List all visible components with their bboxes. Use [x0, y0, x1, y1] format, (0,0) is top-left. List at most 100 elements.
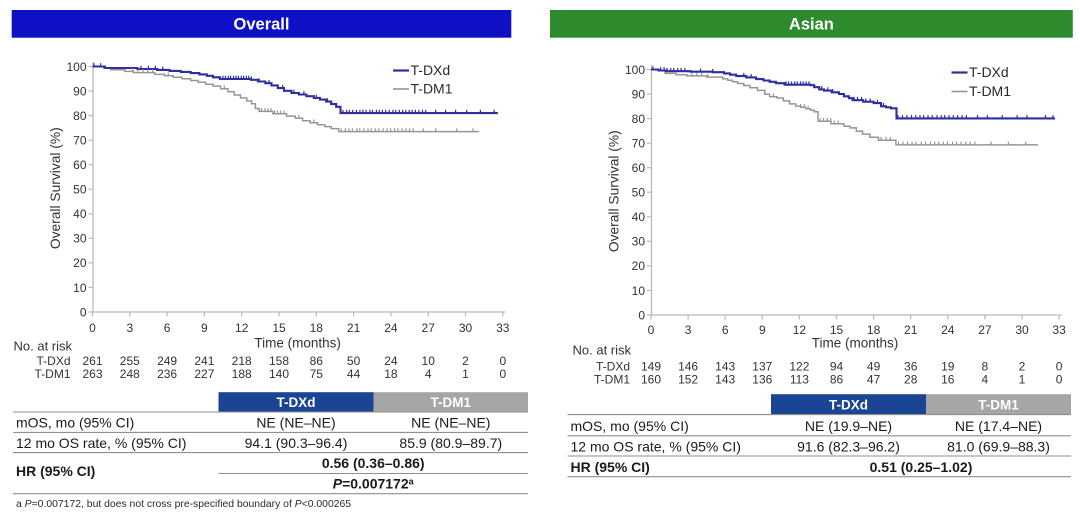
svg-text:0: 0 — [638, 308, 645, 322]
svg-text:0: 0 — [1056, 372, 1063, 386]
svg-text:0: 0 — [648, 323, 655, 337]
svg-text:188: 188 — [232, 367, 252, 381]
svg-text:NE (17.4–NE): NE (17.4–NE) — [955, 418, 1042, 434]
svg-text:4: 4 — [425, 367, 432, 381]
svg-text:255: 255 — [120, 354, 140, 368]
svg-text:27: 27 — [422, 321, 436, 335]
svg-text:47: 47 — [867, 372, 881, 386]
svg-text:91.6 (82.3–96.2): 91.6 (82.3–96.2) — [797, 439, 900, 455]
svg-text:94: 94 — [830, 359, 844, 373]
svg-text:24: 24 — [384, 354, 398, 368]
svg-text:12: 12 — [235, 321, 249, 335]
svg-text:100: 100 — [66, 60, 86, 74]
svg-text:T-DXd: T-DXd — [829, 397, 868, 412]
svg-text:137: 137 — [752, 359, 772, 373]
svg-text:30: 30 — [73, 232, 87, 246]
svg-text:261: 261 — [82, 354, 102, 368]
svg-text:a P=0.007172, but does not cro: a P=0.007172, but does not cross pre-spe… — [16, 499, 351, 510]
svg-text:80: 80 — [632, 112, 646, 126]
svg-text:T-DM1: T-DM1 — [969, 83, 1011, 99]
svg-text:30: 30 — [632, 235, 646, 249]
svg-text:24: 24 — [384, 321, 398, 335]
svg-text:12 mo OS rate, % (95% CI): 12 mo OS rate, % (95% CI) — [16, 435, 186, 451]
svg-text:27: 27 — [978, 323, 992, 337]
svg-text:0: 0 — [499, 367, 506, 381]
svg-text:60: 60 — [73, 158, 87, 172]
svg-text:15: 15 — [830, 323, 844, 337]
svg-text:20: 20 — [632, 259, 646, 273]
svg-text:Asian: Asian — [789, 16, 834, 34]
svg-text:218: 218 — [232, 354, 252, 368]
svg-text:T-DM1: T-DM1 — [35, 367, 71, 381]
svg-text:10: 10 — [73, 281, 87, 295]
svg-text:12 mo OS rate, % (95% CI): 12 mo OS rate, % (95% CI) — [571, 439, 741, 455]
svg-text:2: 2 — [1019, 359, 1026, 373]
svg-text:2: 2 — [462, 354, 469, 368]
svg-text:81.0 (69.9–88.3): 81.0 (69.9–88.3) — [947, 439, 1050, 455]
svg-text:50: 50 — [632, 186, 646, 200]
svg-text:9: 9 — [759, 323, 766, 337]
svg-text:44: 44 — [347, 367, 361, 381]
svg-text:18: 18 — [867, 323, 881, 337]
svg-text:9: 9 — [201, 321, 208, 335]
svg-text:152: 152 — [678, 372, 698, 386]
svg-text:Overall Survival (%): Overall Survival (%) — [48, 127, 63, 249]
svg-text:146: 146 — [678, 359, 698, 373]
svg-text:T-DM1: T-DM1 — [978, 397, 1019, 412]
svg-text:0.51 (0.25–1.02): 0.51 (0.25–1.02) — [870, 459, 973, 475]
svg-text:241: 241 — [194, 354, 214, 368]
svg-text:No. at risk: No. at risk — [573, 343, 632, 358]
svg-text:122: 122 — [789, 359, 809, 373]
svg-text:NE (19.9–NE): NE (19.9–NE) — [805, 418, 892, 434]
svg-text:Time (months): Time (months) — [812, 336, 899, 351]
svg-text:15: 15 — [272, 321, 286, 335]
svg-text:140: 140 — [269, 367, 289, 381]
svg-text:158: 158 — [269, 354, 289, 368]
svg-text:30: 30 — [459, 321, 473, 335]
svg-text:149: 149 — [641, 359, 661, 373]
svg-text:HR (95% CI): HR (95% CI) — [16, 463, 95, 479]
svg-text:90: 90 — [632, 87, 646, 101]
svg-text:160: 160 — [641, 372, 661, 386]
svg-text:NE (NE–NE): NE (NE–NE) — [411, 415, 490, 431]
svg-text:49: 49 — [867, 359, 881, 373]
svg-text:Time (months): Time (months) — [254, 336, 341, 351]
svg-text:143: 143 — [715, 359, 735, 373]
svg-text:0: 0 — [80, 305, 87, 319]
svg-text:12: 12 — [793, 323, 807, 337]
svg-text:T-DM1: T-DM1 — [431, 395, 472, 410]
svg-text:T-DXd: T-DXd — [596, 359, 630, 373]
svg-text:6: 6 — [164, 321, 171, 335]
svg-text:0.56 (0.36–0.86): 0.56 (0.36–0.86) — [322, 455, 425, 471]
svg-text:10: 10 — [632, 284, 646, 298]
svg-text:19: 19 — [941, 359, 955, 373]
svg-text:18: 18 — [310, 321, 324, 335]
svg-text:70: 70 — [632, 137, 646, 151]
svg-text:94.1 (90.3–96.4): 94.1 (90.3–96.4) — [245, 435, 348, 451]
svg-text:21: 21 — [347, 321, 361, 335]
svg-text:28: 28 — [904, 372, 918, 386]
svg-text:80: 80 — [73, 109, 87, 123]
svg-text:136: 136 — [752, 372, 772, 386]
svg-text:0: 0 — [499, 354, 506, 368]
svg-text:T-DXd: T-DXd — [969, 64, 1009, 80]
svg-text:mOS, mo (95% CI): mOS, mo (95% CI) — [571, 418, 689, 434]
svg-text:6: 6 — [722, 323, 729, 337]
svg-text:NE (NE–NE): NE (NE–NE) — [256, 415, 335, 431]
svg-text:24: 24 — [941, 323, 955, 337]
svg-text:mOS, mo (95% CI): mOS, mo (95% CI) — [16, 415, 134, 431]
svg-text:8: 8 — [982, 359, 989, 373]
svg-text:40: 40 — [632, 210, 646, 224]
svg-text:21: 21 — [904, 323, 918, 337]
svg-text:90: 90 — [73, 84, 87, 98]
svg-text:70: 70 — [73, 134, 87, 148]
svg-text:36: 36 — [904, 359, 918, 373]
svg-text:113: 113 — [790, 372, 809, 386]
svg-text:40: 40 — [73, 207, 87, 221]
svg-text:30: 30 — [1015, 323, 1029, 337]
svg-text:75: 75 — [310, 367, 324, 381]
svg-text:T-DXd: T-DXd — [36, 354, 70, 368]
svg-text:248: 248 — [120, 367, 140, 381]
svg-text:No. at risk: No. at risk — [14, 339, 73, 354]
svg-text:85.9 (80.9–89.7): 85.9 (80.9–89.7) — [399, 435, 502, 451]
